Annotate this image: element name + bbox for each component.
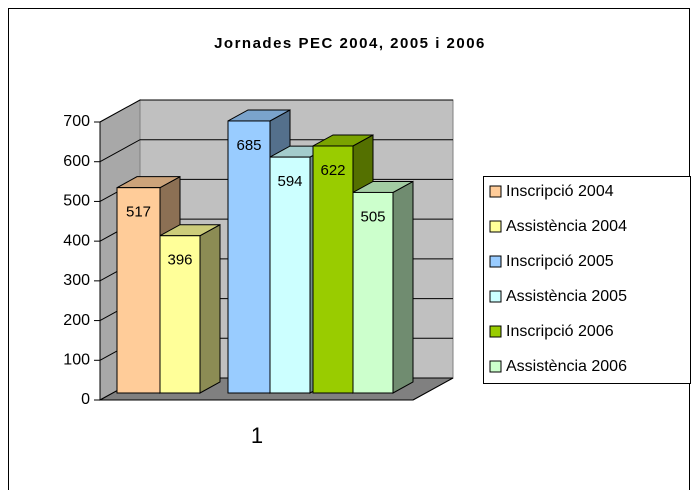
grid-line <box>99 99 453 123</box>
legend <box>483 176 691 384</box>
x-axis-depth <box>412 377 454 401</box>
y-tick-label: 0 <box>81 391 90 408</box>
value-label: 505 <box>360 208 385 225</box>
legend-swatch <box>489 360 502 373</box>
bar <box>159 235 201 394</box>
bar-side <box>199 223 221 394</box>
y-tick-label: 100 <box>63 352 90 369</box>
y-tick-label: 500 <box>63 193 90 210</box>
legend-swatch <box>489 290 502 303</box>
legend-label: Inscripció 2006 <box>506 323 614 340</box>
bar <box>227 120 271 394</box>
legend-swatch <box>489 325 502 338</box>
y-tick-label: 600 <box>63 153 90 170</box>
value-label: 685 <box>236 137 261 154</box>
bar <box>352 191 394 394</box>
bar <box>312 145 354 394</box>
y-tick-label: 400 <box>63 232 90 249</box>
x-tick-label: 1 <box>251 423 263 448</box>
value-label: 622 <box>320 162 345 179</box>
legend-label: Assistència 2004 <box>506 218 627 235</box>
value-label: 594 <box>277 173 302 190</box>
value-label: 517 <box>126 204 151 221</box>
value-label: 396 <box>167 252 192 269</box>
y-tick-label: 700 <box>63 113 90 130</box>
legend-label: Assistència 2005 <box>506 288 627 305</box>
chart-title: Jornades PEC 2004, 2005 i 2006 <box>214 35 486 52</box>
legend-swatch <box>489 255 502 268</box>
legend-label: Inscripció 2005 <box>506 253 614 270</box>
legend-swatch <box>489 220 502 233</box>
bar <box>269 156 311 394</box>
legend-label: Assistència 2006 <box>506 358 627 375</box>
legend-swatch <box>489 185 502 198</box>
legend-label: Inscripció 2004 <box>506 183 614 200</box>
y-tick-label: 200 <box>63 312 90 329</box>
bar-side <box>392 180 414 394</box>
y-tick-label: 300 <box>63 272 90 289</box>
